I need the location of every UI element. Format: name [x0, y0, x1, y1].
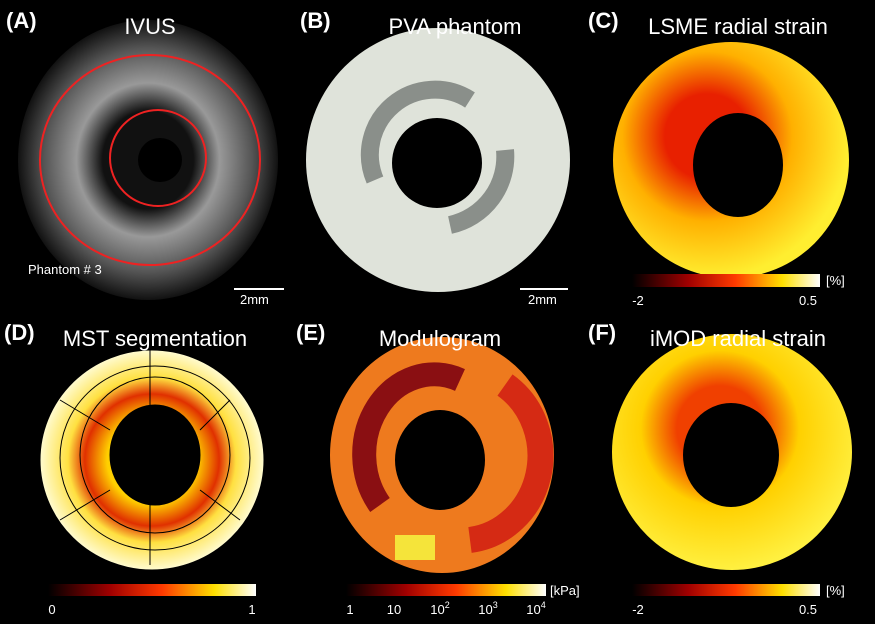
colorbar — [632, 274, 820, 287]
panel-f: (F) iMOD radial strain [%] -2 0.5 — [588, 320, 852, 617]
panel-label: (A) — [6, 8, 37, 33]
inclusion-region — [395, 535, 435, 560]
figure: (A) IVUS Phantom # 3 2mm (B) PVA phantom… — [0, 0, 875, 624]
strain-map — [612, 334, 852, 570]
colorbar-unit: [%] — [826, 583, 845, 598]
panel-title: LSME radial strain — [648, 14, 828, 39]
panel-label: (F) — [588, 320, 616, 345]
panel-title: MST segmentation — [63, 326, 247, 351]
tick-base: 10 — [430, 602, 444, 617]
panel-b: (B) PVA phantom 2mm — [300, 8, 570, 307]
tick-exponent: 4 — [541, 600, 546, 610]
colorbar-tick: 102 — [430, 600, 449, 617]
colorbar-tick: -2 — [632, 602, 644, 617]
panel-e: (E) Modulogram [kPa] 1 10 102 103 104 — [296, 320, 580, 617]
panel-label: (D) — [4, 320, 35, 345]
colorbar-tick: 0.5 — [799, 602, 817, 617]
phantom-note: Phantom # 3 — [28, 262, 102, 277]
panel-title: iMOD radial strain — [650, 326, 826, 351]
panel-label: (B) — [300, 8, 331, 33]
colorbar-tick: 0 — [48, 602, 55, 617]
colorbar-tick: 10 — [387, 602, 401, 617]
colorbar-tick: 1 — [346, 602, 353, 617]
panel-title: Modulogram — [379, 326, 501, 351]
phantom-photo — [306, 28, 570, 292]
tick-exponent: 2 — [445, 600, 450, 610]
colorbar — [346, 584, 546, 596]
panel-label: (C) — [588, 8, 619, 33]
tick-base: 10 — [526, 602, 540, 617]
scale-bar-label: 2mm — [240, 292, 269, 307]
strain-map — [613, 42, 849, 278]
colorbar-tick: 1 — [248, 602, 255, 617]
tick-exponent: 3 — [493, 600, 498, 610]
panel-label: (E) — [296, 320, 325, 345]
segmentation-map — [40, 350, 264, 570]
lumen — [138, 138, 182, 182]
panel-a: (A) IVUS Phantom # 3 2mm — [6, 8, 284, 307]
tick-base: 1 — [346, 602, 353, 617]
colorbar — [48, 584, 256, 596]
colorbar-tick: -2 — [632, 293, 644, 308]
panel-d: (D) MST segmentation 0 1 — [4, 320, 264, 617]
colorbar-tick: 0.5 — [799, 293, 817, 308]
tick-base: 10 — [478, 602, 492, 617]
panel-c: (C) LSME radial strain [%] -2 0.5 — [588, 8, 849, 308]
panel-title: PVA phantom — [389, 14, 522, 39]
tick-base: 10 — [387, 602, 401, 617]
scale-bar-label: 2mm — [528, 292, 557, 307]
colorbar-unit: [kPa] — [550, 583, 580, 598]
colorbar-unit: [%] — [826, 273, 845, 288]
colorbar-tick: 103 — [478, 600, 497, 617]
colorbar-tick: 104 — [526, 600, 545, 617]
colorbar — [632, 584, 820, 596]
panel-title: IVUS — [124, 14, 175, 39]
